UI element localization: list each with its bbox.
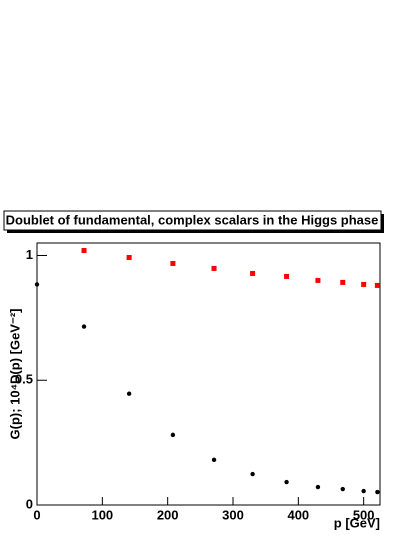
point <box>315 277 321 283</box>
point <box>211 265 217 271</box>
point <box>284 273 290 279</box>
point <box>361 488 366 494</box>
point <box>284 479 289 485</box>
point <box>375 489 380 495</box>
point <box>340 486 345 492</box>
point <box>126 254 132 260</box>
title-box <box>3 210 382 231</box>
x-tick-label: 100 <box>91 507 113 522</box>
y-tick-label: 0.5 <box>15 372 33 387</box>
plot-frame <box>36 242 381 506</box>
point <box>170 260 176 266</box>
point <box>250 270 256 276</box>
point <box>340 279 346 285</box>
x-tick-label: 200 <box>157 507 179 522</box>
chart-title: Doublet of fundamental, complex scalars … <box>6 212 379 227</box>
point <box>250 471 255 477</box>
x-tick-label: 500 <box>353 507 375 522</box>
point <box>170 432 176 438</box>
point <box>81 324 87 329</box>
point <box>374 282 380 288</box>
x-axis-label: p [GeV] <box>334 515 380 530</box>
x-tick-label: 300 <box>222 507 244 522</box>
point <box>34 282 40 287</box>
y-axis-label: G(p); 10⁴D(p) [GeV⁻²] <box>7 308 22 439</box>
point <box>126 391 132 396</box>
point <box>81 247 87 253</box>
x-tick-label: 400 <box>287 507 309 522</box>
point <box>361 281 367 287</box>
x-tick-label: 0 <box>33 507 40 522</box>
y-tick-label: 1 <box>26 247 33 262</box>
point <box>211 457 217 463</box>
point <box>315 484 321 490</box>
y-tick-label: 0 <box>26 496 33 511</box>
